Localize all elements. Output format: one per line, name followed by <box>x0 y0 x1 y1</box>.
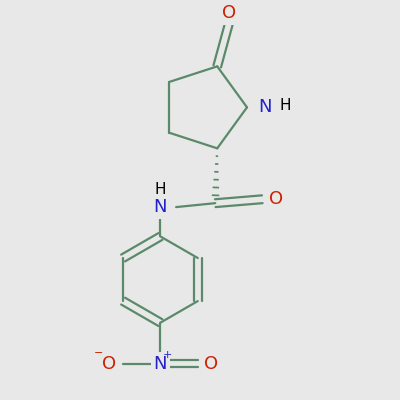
Text: +: + <box>163 350 172 360</box>
Text: O: O <box>269 190 283 208</box>
Text: O: O <box>222 4 236 22</box>
Text: H: H <box>155 182 166 197</box>
Text: O: O <box>102 355 116 373</box>
Text: N: N <box>258 98 271 116</box>
Text: N: N <box>154 198 167 216</box>
Text: −: − <box>94 348 103 358</box>
Text: N: N <box>154 355 167 373</box>
Text: H: H <box>280 98 291 113</box>
Text: O: O <box>204 355 218 373</box>
